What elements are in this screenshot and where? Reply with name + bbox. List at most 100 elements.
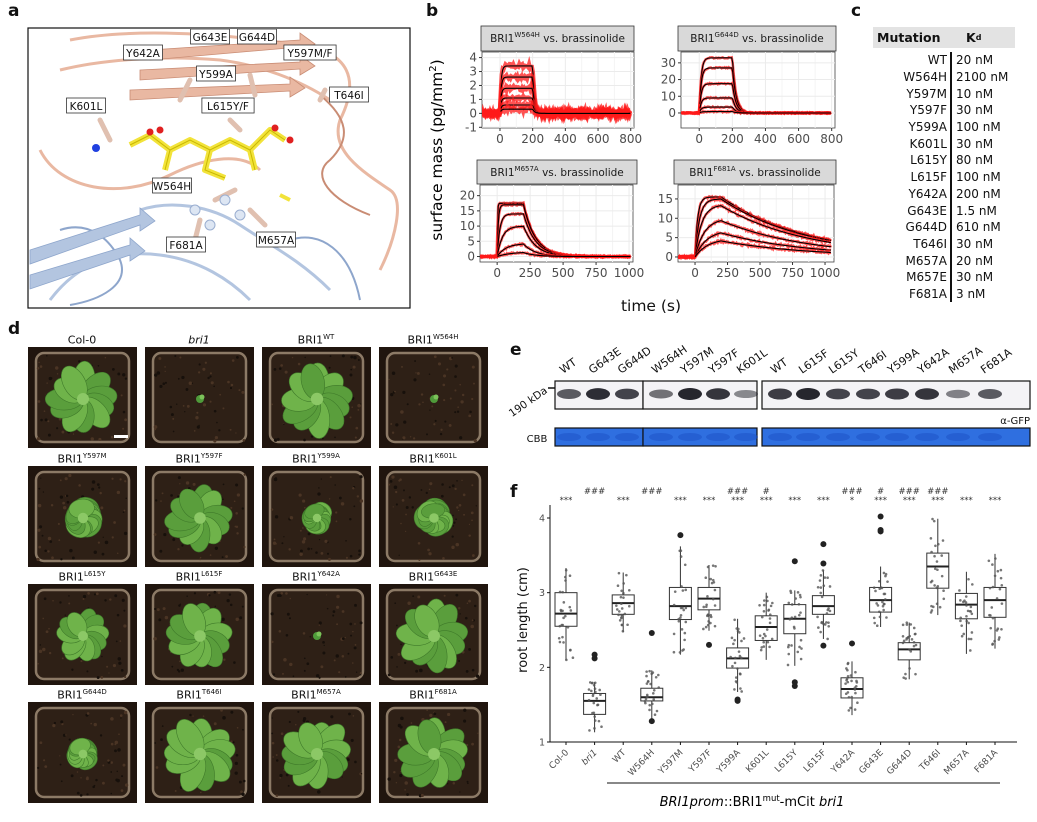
box-wt xyxy=(611,571,635,633)
significance-vs-bri1: *** xyxy=(760,496,773,506)
plant-photo xyxy=(28,702,137,803)
jitter-point xyxy=(853,708,857,711)
jitter-point xyxy=(886,580,889,583)
jitter-point xyxy=(645,670,648,673)
mutation-cell: W564H xyxy=(903,70,947,85)
outlier-point xyxy=(877,513,884,520)
x-tick-label: 800 xyxy=(619,132,642,146)
residue-label: F681A xyxy=(166,236,206,253)
jitter-point xyxy=(616,584,620,587)
x-tick-label: bri1 xyxy=(580,748,600,768)
oxygen-atom xyxy=(156,126,164,134)
jitter-point xyxy=(761,636,765,640)
sensorgram-y-axis-label: surface mass (pg/mm2) xyxy=(428,59,446,240)
jitter-point xyxy=(799,657,803,661)
side-chain xyxy=(317,87,328,103)
jitter-point xyxy=(885,616,888,619)
x-tick-label: 600 xyxy=(787,132,810,146)
kd-cell: 10 nM xyxy=(950,85,1015,103)
x-tick-label: 0 xyxy=(496,132,504,146)
residue-label-text: Y642A xyxy=(125,48,160,60)
residue-label-box xyxy=(166,236,206,253)
jitter-point xyxy=(620,589,623,593)
x-tick-label: G644D xyxy=(885,748,914,777)
y-tick-label: 1 xyxy=(539,738,545,749)
jitter-point xyxy=(706,623,710,627)
strip-mutation: G644D xyxy=(715,31,739,39)
jitter-point xyxy=(569,609,573,612)
plant-photo xyxy=(145,347,254,448)
jitter-point xyxy=(991,563,994,566)
box-y599a xyxy=(726,618,750,704)
jitter-point xyxy=(762,599,766,602)
jitter-point xyxy=(940,574,944,578)
y-tick-label: 1 xyxy=(469,92,477,106)
cbb-band xyxy=(557,433,581,441)
jitter-point xyxy=(940,554,944,557)
jitter-point xyxy=(905,638,908,641)
jitter-point xyxy=(651,692,655,695)
genotype-mutation: T646I xyxy=(201,688,222,696)
box xyxy=(554,592,578,627)
kd-table-row: G644D 610 nM xyxy=(873,218,1015,236)
strip-protein: BRI1 xyxy=(689,167,713,179)
jitter-point xyxy=(854,670,857,674)
genotype-name: BRI1 xyxy=(291,688,317,702)
jitter-point xyxy=(740,656,743,660)
protein-band xyxy=(706,388,730,400)
residue-label-text: T646I xyxy=(333,90,364,102)
jitter-point xyxy=(875,602,878,605)
strip-protein: BRI1 xyxy=(490,33,514,45)
cbb-band xyxy=(649,433,673,441)
genotype-mutation: Y642A xyxy=(317,570,340,578)
jitter-point xyxy=(592,683,596,687)
cbb-band xyxy=(915,433,939,441)
significance-vs-wt: ### xyxy=(927,487,948,497)
residue-label-box xyxy=(196,65,236,82)
jitter-point xyxy=(884,598,887,601)
kd-cell: 20 nM xyxy=(950,252,1015,269)
jitter-point xyxy=(876,604,880,607)
ligand-outline xyxy=(129,129,286,179)
jitter-point xyxy=(714,564,717,568)
x-tick-label: 600 xyxy=(587,132,610,146)
fitted-curve xyxy=(694,220,831,257)
jitter-point xyxy=(684,620,688,624)
jitter-point xyxy=(798,593,802,597)
protein-coil xyxy=(319,94,371,216)
jitter-point xyxy=(844,682,847,685)
box-g643e xyxy=(869,513,893,628)
box-y642a xyxy=(840,640,864,716)
jitter-point xyxy=(767,609,770,612)
x-tick-label: L615Y xyxy=(773,748,800,775)
plant-photo xyxy=(379,347,488,448)
plant-photo xyxy=(379,702,488,803)
jitter-point xyxy=(590,681,594,685)
genotype-name: BRI1 xyxy=(176,688,202,702)
x-tick-label: Col-0 xyxy=(548,748,572,772)
jitter-point xyxy=(617,613,620,617)
jitter-point xyxy=(910,638,914,641)
jitter-point xyxy=(768,621,772,625)
facet-strip-title: BRI1M657A vs. brassinolide xyxy=(490,165,624,179)
x-tick-label: 200 xyxy=(721,132,744,146)
mutation-cell: WT xyxy=(927,53,947,68)
jitter-point xyxy=(901,634,905,638)
jitter-point xyxy=(593,715,596,718)
jitter-point xyxy=(827,624,831,628)
caption-promoter: BRI1prom xyxy=(660,795,724,810)
jitter-point xyxy=(644,701,647,705)
genotype-mutation: K601L xyxy=(434,452,457,460)
genotype-mutation: M657A xyxy=(316,688,341,696)
jitter-point xyxy=(558,624,562,628)
antibody-label: α-GFP xyxy=(1000,416,1030,427)
jitter-point xyxy=(768,617,772,620)
jitter-point xyxy=(818,579,822,582)
jitter-point xyxy=(904,672,907,676)
jitter-point xyxy=(593,687,597,691)
y-tick-label: 2 xyxy=(469,78,477,92)
outlier-point xyxy=(791,683,798,689)
jitter-point xyxy=(654,675,658,679)
jitter-point xyxy=(965,604,968,607)
